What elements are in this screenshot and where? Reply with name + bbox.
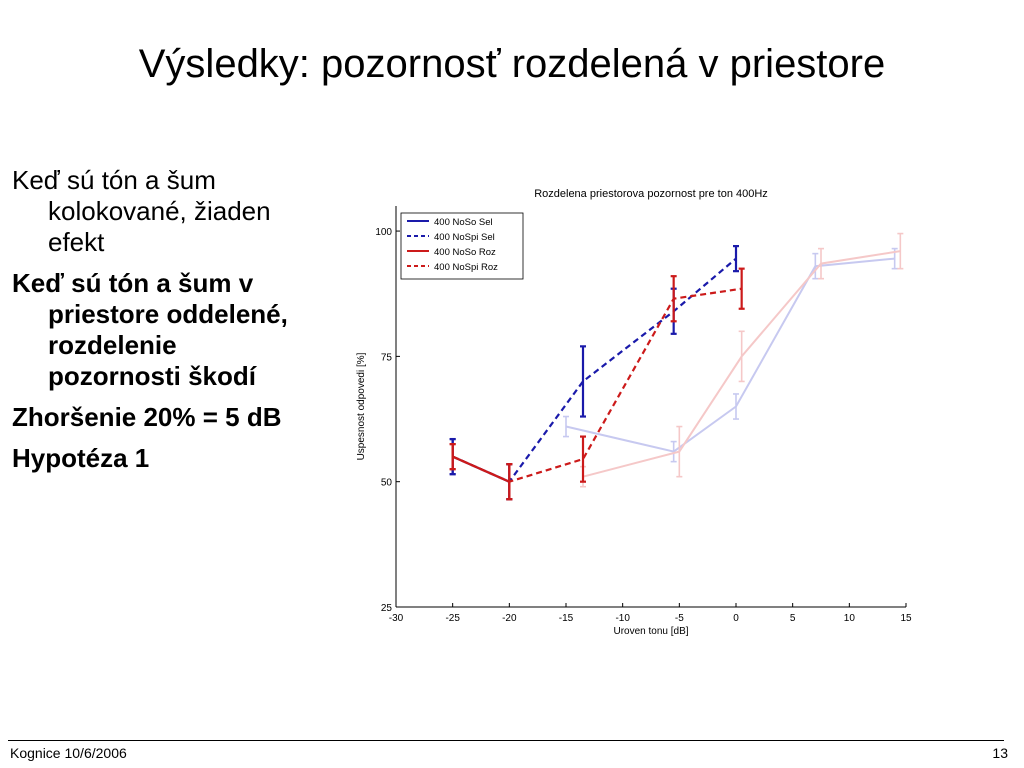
chart: Rozdelena priestorova pozornost pre ton …: [356, 188, 912, 637]
legend-label: 400 NoSo Roz: [434, 247, 496, 258]
chart-title: Rozdelena priestorova pozornost pre ton …: [534, 188, 768, 200]
series-line: [452, 257, 737, 484]
footer-date: Kognice 10/6/2006: [10, 745, 127, 761]
y-tick-label: 75: [381, 352, 393, 363]
legend: [400, 212, 524, 280]
y-tick-label: 50: [381, 478, 393, 489]
bullet-item: Keď sú tón a šum v priestore oddelené, r…: [12, 268, 288, 391]
x-tick-label: -10: [615, 613, 630, 624]
bullet-list: Keď sú tón a šum kolokované, žiaden efek…: [12, 165, 302, 484]
series-line: [452, 287, 742, 483]
bullet-item: Hypotéza 1: [12, 443, 150, 473]
x-axis-label: Uroven tonu [dB]: [613, 626, 688, 637]
x-tick-label: -5: [675, 613, 684, 624]
x-tick-label: -20: [502, 613, 517, 624]
footer-divider: [8, 740, 1004, 741]
legend-label: 400 NoSpi Roz: [434, 262, 498, 273]
legend-label: 400 NoSpi Sel: [434, 232, 495, 243]
y-tick-label: 100: [375, 227, 392, 238]
x-tick-label: 0: [733, 613, 739, 624]
x-tick-label: -25: [445, 613, 460, 624]
x-tick-label: 15: [900, 613, 912, 624]
x-tick-label: -30: [389, 613, 404, 624]
slide-title: Výsledky: pozornosť rozdelená v priestor…: [138, 42, 886, 86]
x-tick-label: 10: [844, 613, 856, 624]
y-axis-label: Uspesnost odpovedi [%]: [356, 352, 367, 460]
x-tick-label: -15: [559, 613, 574, 624]
slide-number: 13: [992, 745, 1008, 761]
legend-label: 400 NoSo Sel: [434, 217, 493, 228]
bullet-item: Keď sú tón a šum kolokované, žiaden efek…: [12, 165, 271, 257]
series-line: [565, 257, 895, 453]
y-tick-label: 25: [381, 603, 393, 614]
bullet-item: Zhoršenie 20% = 5 dB: [12, 402, 282, 432]
x-tick-label: 5: [790, 613, 796, 624]
